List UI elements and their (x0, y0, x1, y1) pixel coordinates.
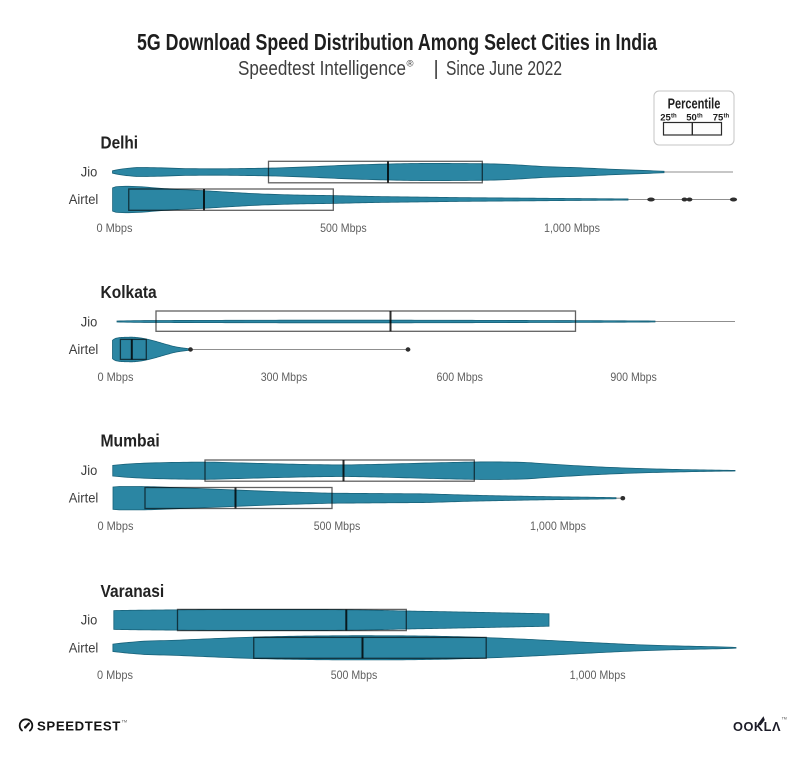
svg-text:OOKLΛ: OOKLΛ (733, 719, 781, 734)
svg-text:500 Mbps: 500 Mbps (314, 519, 361, 533)
svg-text:TM: TM (122, 720, 127, 724)
svg-text:Airtel: Airtel (69, 491, 99, 506)
svg-text:Percentile: Percentile (668, 96, 721, 113)
svg-text:500 Mbps: 500 Mbps (320, 221, 367, 235)
svg-text:Mumbai: Mumbai (101, 431, 160, 451)
svg-text:5G Download Speed Distribution: 5G Download Speed Distribution Among Sel… (137, 29, 657, 55)
svg-text:0 Mbps: 0 Mbps (97, 668, 133, 682)
svg-text:|: | (434, 58, 439, 80)
svg-text:1,000 Mbps: 1,000 Mbps (544, 221, 600, 235)
svg-text:Jio: Jio (81, 315, 98, 330)
svg-text:300 Mbps: 300 Mbps (261, 370, 308, 384)
svg-text:50: 50 (686, 113, 697, 124)
svg-text:th: th (671, 114, 677, 120)
svg-text:Speedtest Intelligence: Speedtest Intelligence (238, 58, 406, 80)
svg-text:1,000 Mbps: 1,000 Mbps (570, 668, 626, 682)
svg-text:1,000 Mbps: 1,000 Mbps (530, 519, 586, 533)
svg-text:Jio: Jio (81, 613, 98, 628)
svg-text:600 Mbps: 600 Mbps (436, 370, 483, 384)
svg-text:Airtel: Airtel (69, 342, 99, 357)
svg-text:0 Mbps: 0 Mbps (97, 221, 133, 235)
svg-text:SPEEDTEST: SPEEDTEST (37, 720, 121, 734)
svg-text:®: ® (407, 59, 414, 70)
svg-text:Airtel: Airtel (69, 640, 99, 655)
svg-text:Delhi: Delhi (101, 133, 139, 153)
svg-text:th: th (697, 114, 703, 120)
svg-text:25: 25 (660, 113, 671, 124)
svg-text:0 Mbps: 0 Mbps (98, 519, 134, 533)
svg-text:TM: TM (782, 717, 787, 721)
svg-text:75: 75 (713, 113, 724, 124)
svg-text:900 Mbps: 900 Mbps (610, 370, 657, 384)
svg-text:Airtel: Airtel (69, 192, 99, 207)
svg-text:Kolkata: Kolkata (101, 282, 157, 302)
svg-text:0 Mbps: 0 Mbps (98, 370, 134, 384)
svg-text:th: th (724, 114, 730, 120)
svg-text:Jio: Jio (81, 463, 98, 478)
svg-text:Varanasi: Varanasi (101, 581, 165, 601)
svg-text:Jio: Jio (81, 165, 98, 180)
svg-text:Since June 2022: Since June 2022 (446, 58, 562, 80)
svg-text:500 Mbps: 500 Mbps (331, 668, 378, 682)
